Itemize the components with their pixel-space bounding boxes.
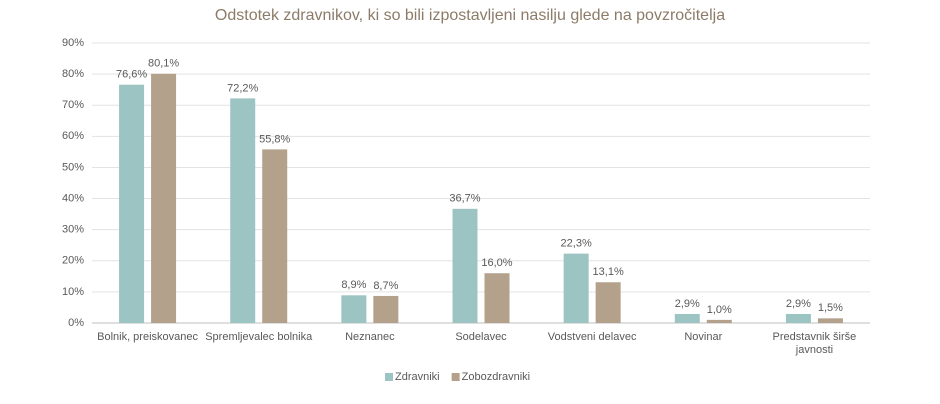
y-tick-label: 70%	[62, 99, 84, 111]
legend-swatch	[451, 373, 460, 381]
bar	[151, 73, 177, 323]
y-tick-label: 90%	[62, 37, 84, 49]
x-tick-label: Novinar	[684, 331, 723, 343]
value-label: 80,1%	[148, 58, 179, 70]
x-tick-label: Neznanec	[345, 331, 395, 343]
bar	[341, 295, 367, 323]
x-tick-label: Sodelavec	[455, 331, 507, 343]
value-label: 36,7%	[449, 193, 480, 205]
y-tick-label: 60%	[62, 130, 84, 142]
bar	[119, 84, 145, 323]
bar	[785, 313, 811, 323]
bar	[262, 149, 288, 323]
y-tick-label: 20%	[62, 255, 84, 267]
value-label: 8,7%	[373, 280, 398, 292]
bar	[230, 98, 256, 323]
legend-label: Zdravniki	[395, 371, 440, 383]
chart-title: Odstotek zdravnikov, ki so bili izpostav…	[215, 7, 725, 24]
x-tick-label: Vodstveni delavec	[547, 331, 637, 343]
x-tick-label: Predstavnik širše javnosti	[772, 331, 857, 356]
value-label: 76,6%	[116, 69, 147, 81]
bar	[484, 273, 510, 323]
value-label: 1,0%	[707, 304, 732, 316]
value-label: 16,0%	[481, 257, 512, 269]
legend-label: Zobozdravniki	[462, 371, 530, 383]
y-tick-label: 80%	[62, 68, 84, 80]
value-label: 8,9%	[341, 279, 366, 291]
bar	[817, 318, 843, 323]
x-tick-label: Bolnik, preiskovanec	[97, 331, 198, 343]
y-tick-label: 30%	[62, 224, 84, 236]
y-tick-label: 50%	[62, 161, 84, 173]
bar	[706, 319, 732, 323]
bar	[563, 253, 589, 323]
bar	[373, 295, 399, 323]
legend-swatch	[385, 373, 393, 381]
x-tick-label: Spremljevalec bolnika	[205, 331, 313, 343]
value-label: 2,9%	[675, 298, 700, 310]
value-label: 22,3%	[561, 238, 592, 250]
y-tick-label: 40%	[62, 192, 84, 204]
bar	[674, 313, 700, 323]
value-label: 55,8%	[259, 133, 290, 145]
bar	[595, 282, 621, 323]
y-tick-label: 10%	[62, 286, 84, 298]
value-label: 13,1%	[593, 266, 624, 278]
value-label: 2,9%	[786, 298, 811, 310]
value-label: 1,5%	[818, 302, 843, 314]
value-label: 72,2%	[227, 82, 258, 94]
y-tick-label: 0%	[68, 317, 84, 329]
bar	[452, 208, 478, 323]
